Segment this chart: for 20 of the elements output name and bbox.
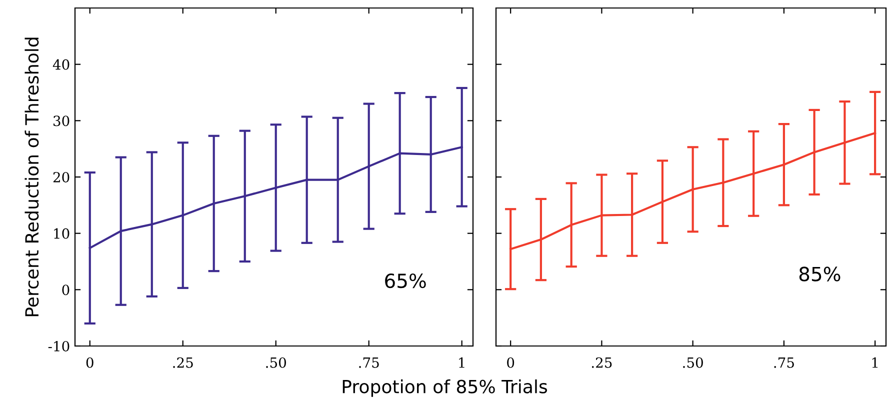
x-tick-label: 1 — [459, 357, 464, 368]
y-tick-label: 30 — [54, 116, 70, 126]
annotation: 85% — [799, 266, 840, 282]
x-axis-title: Propotion of 85% Trials — [342, 379, 548, 397]
y-tick-label: 40 — [52, 59, 70, 70]
x-tick-label: 1 — [872, 357, 878, 368]
x-tick-label: .75 — [774, 358, 794, 368]
y-tick-label: -10 — [48, 340, 70, 352]
x-tick-label: 0 — [86, 357, 94, 368]
y-tick-label: 0 — [62, 284, 70, 296]
annotation: 65% — [385, 273, 426, 288]
x-tick-label: 0 — [507, 357, 514, 368]
x-tick-label: .50 — [683, 357, 703, 368]
x-tick-label: .25 — [173, 357, 193, 368]
y-tick-label: 20 — [53, 172, 70, 182]
x-tick-label: .50 — [266, 357, 286, 368]
y-tick-label: 10 — [54, 228, 70, 239]
y-axis-title: Percent Reduction of Threshold — [24, 38, 39, 316]
x-tick-label: .25 — [592, 357, 612, 368]
x-tick-label: .75 — [359, 358, 379, 368]
